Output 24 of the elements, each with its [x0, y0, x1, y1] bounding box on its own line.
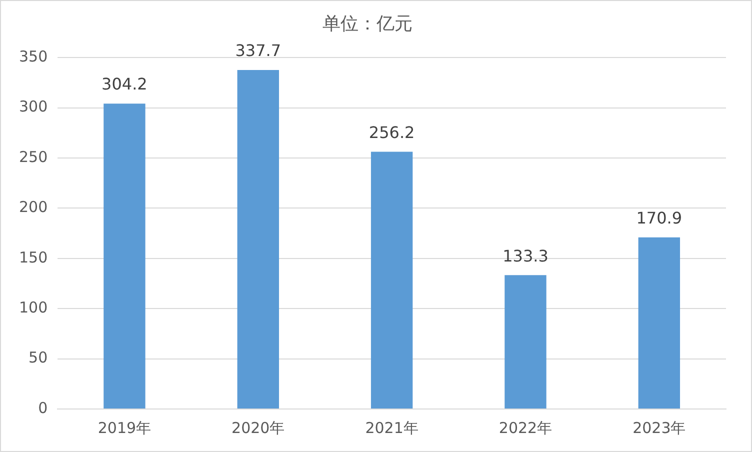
- y-tick-label: 250: [18, 148, 48, 166]
- data-label: 256.2: [368, 122, 415, 142]
- x-tick-label: 2020年: [232, 418, 285, 437]
- bar: [638, 237, 680, 408]
- bar: [370, 152, 413, 408]
- bar: [504, 275, 546, 408]
- x-tick-label: 2019年: [98, 418, 152, 437]
- y-tick-label: 350: [18, 47, 48, 66]
- y-tick-label: 100: [18, 298, 48, 316]
- y-tick-label: 200: [18, 198, 48, 216]
- bar: [237, 70, 279, 408]
- y-tick-label: 150: [18, 248, 48, 266]
- x-tick-label: 2023年: [632, 418, 686, 437]
- y-tick-label: 300: [18, 98, 48, 116]
- y-tick-label: 0: [38, 398, 48, 417]
- data-label: 337.7: [235, 41, 282, 60]
- x-tick-label: 2021年: [365, 418, 418, 437]
- data-label: 170.9: [636, 208, 682, 228]
- data-label: 304.2: [102, 74, 148, 94]
- bar: [104, 104, 146, 408]
- y-tick-label: 50: [28, 348, 48, 367]
- chart-title: 单位：亿元: [322, 13, 412, 34]
- x-tick-label: 2022年: [498, 418, 552, 437]
- data-label: 133.3: [502, 246, 548, 266]
